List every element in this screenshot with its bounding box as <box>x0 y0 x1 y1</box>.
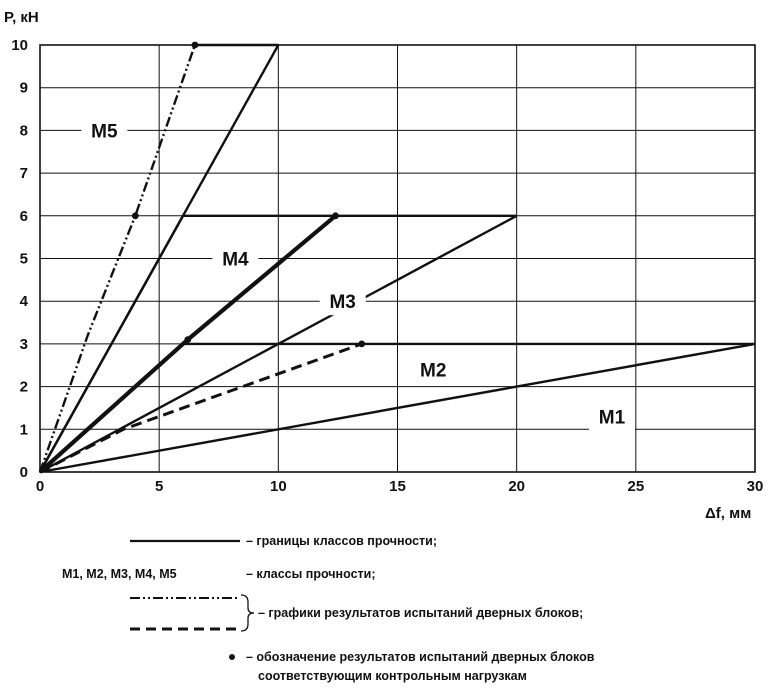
x-tick-label: 25 <box>627 478 644 495</box>
zone-label-m5: M5 <box>91 121 118 142</box>
y-tick-label: 5 <box>20 251 28 268</box>
y-tick-label: 2 <box>20 379 28 396</box>
legend-results-text: – графики результатов испытаний дверных … <box>258 606 583 620</box>
zone-labels: M5 M4 M3 M2 M1 <box>81 116 635 431</box>
zone-label-bg <box>212 244 259 273</box>
result-line-dash-dot <box>38 44 197 473</box>
legend-boundaries-text: – границы классов прочности; <box>246 534 437 548</box>
result-marker <box>131 212 139 220</box>
zone-label-bg <box>81 116 128 145</box>
y-tick-label: 10 <box>11 37 28 54</box>
boundary-line-m5 <box>38 44 280 473</box>
y-tick-label: 1 <box>20 421 28 438</box>
x-tick-label: 0 <box>36 478 44 495</box>
y-tick-label: 0 <box>20 464 28 481</box>
x-tick-label: 15 <box>389 478 406 495</box>
x-tick-label: 10 <box>270 478 287 495</box>
y-tick-label: 9 <box>20 80 28 97</box>
zone-label-bg <box>410 355 457 384</box>
y-axis-title: P, кН <box>4 9 39 26</box>
x-tick-label: 30 <box>747 478 764 495</box>
result-marker <box>332 212 339 220</box>
y-tick-label: 3 <box>20 336 28 353</box>
zone-label-m2: M2 <box>420 361 446 382</box>
result-marker <box>184 336 192 344</box>
y-tick-label: 7 <box>20 165 28 182</box>
zone-label-m3: M3 <box>329 292 355 313</box>
legend-marker-sample <box>229 654 235 660</box>
x-axis-title: Δf, мм <box>705 505 751 522</box>
result-markers <box>131 41 366 348</box>
result-line-dashed <box>39 342 363 474</box>
zone-label-bg <box>319 287 366 316</box>
zone-label-bg <box>589 402 635 431</box>
boundary-line-m3 <box>39 214 518 474</box>
legend: – границы классов прочности; М1, М2, М3,… <box>62 534 595 683</box>
legend-markers-text-2: соответствующим контрольным нагрузкам <box>258 669 527 683</box>
result-marker <box>191 41 199 49</box>
legend-classes-prefix: М1, М2, М3, М4, М5 <box>62 567 177 581</box>
x-tick-label: 5 <box>155 478 163 495</box>
y-tick-label: 8 <box>20 122 28 139</box>
zone-label-m4: M4 <box>222 250 249 271</box>
boundary-line-m1 <box>39 342 756 474</box>
x-tick-label: 20 <box>508 478 525 495</box>
legend-brace <box>240 594 255 632</box>
result-marker <box>358 340 366 348</box>
plot-frame <box>39 44 756 473</box>
legend-markers-text-1: – обозначение результатов испытаний двер… <box>246 650 595 664</box>
zone-label-m1: M1 <box>599 407 626 428</box>
y-tick-label: 4 <box>20 293 29 310</box>
y-tick-label: 6 <box>20 208 28 225</box>
legend-classes-text: – классы прочности; <box>246 567 376 581</box>
tick-labels: 0 5 10 15 20 25 30 0 1 2 3 4 5 6 7 8 9 10 <box>11 37 763 495</box>
